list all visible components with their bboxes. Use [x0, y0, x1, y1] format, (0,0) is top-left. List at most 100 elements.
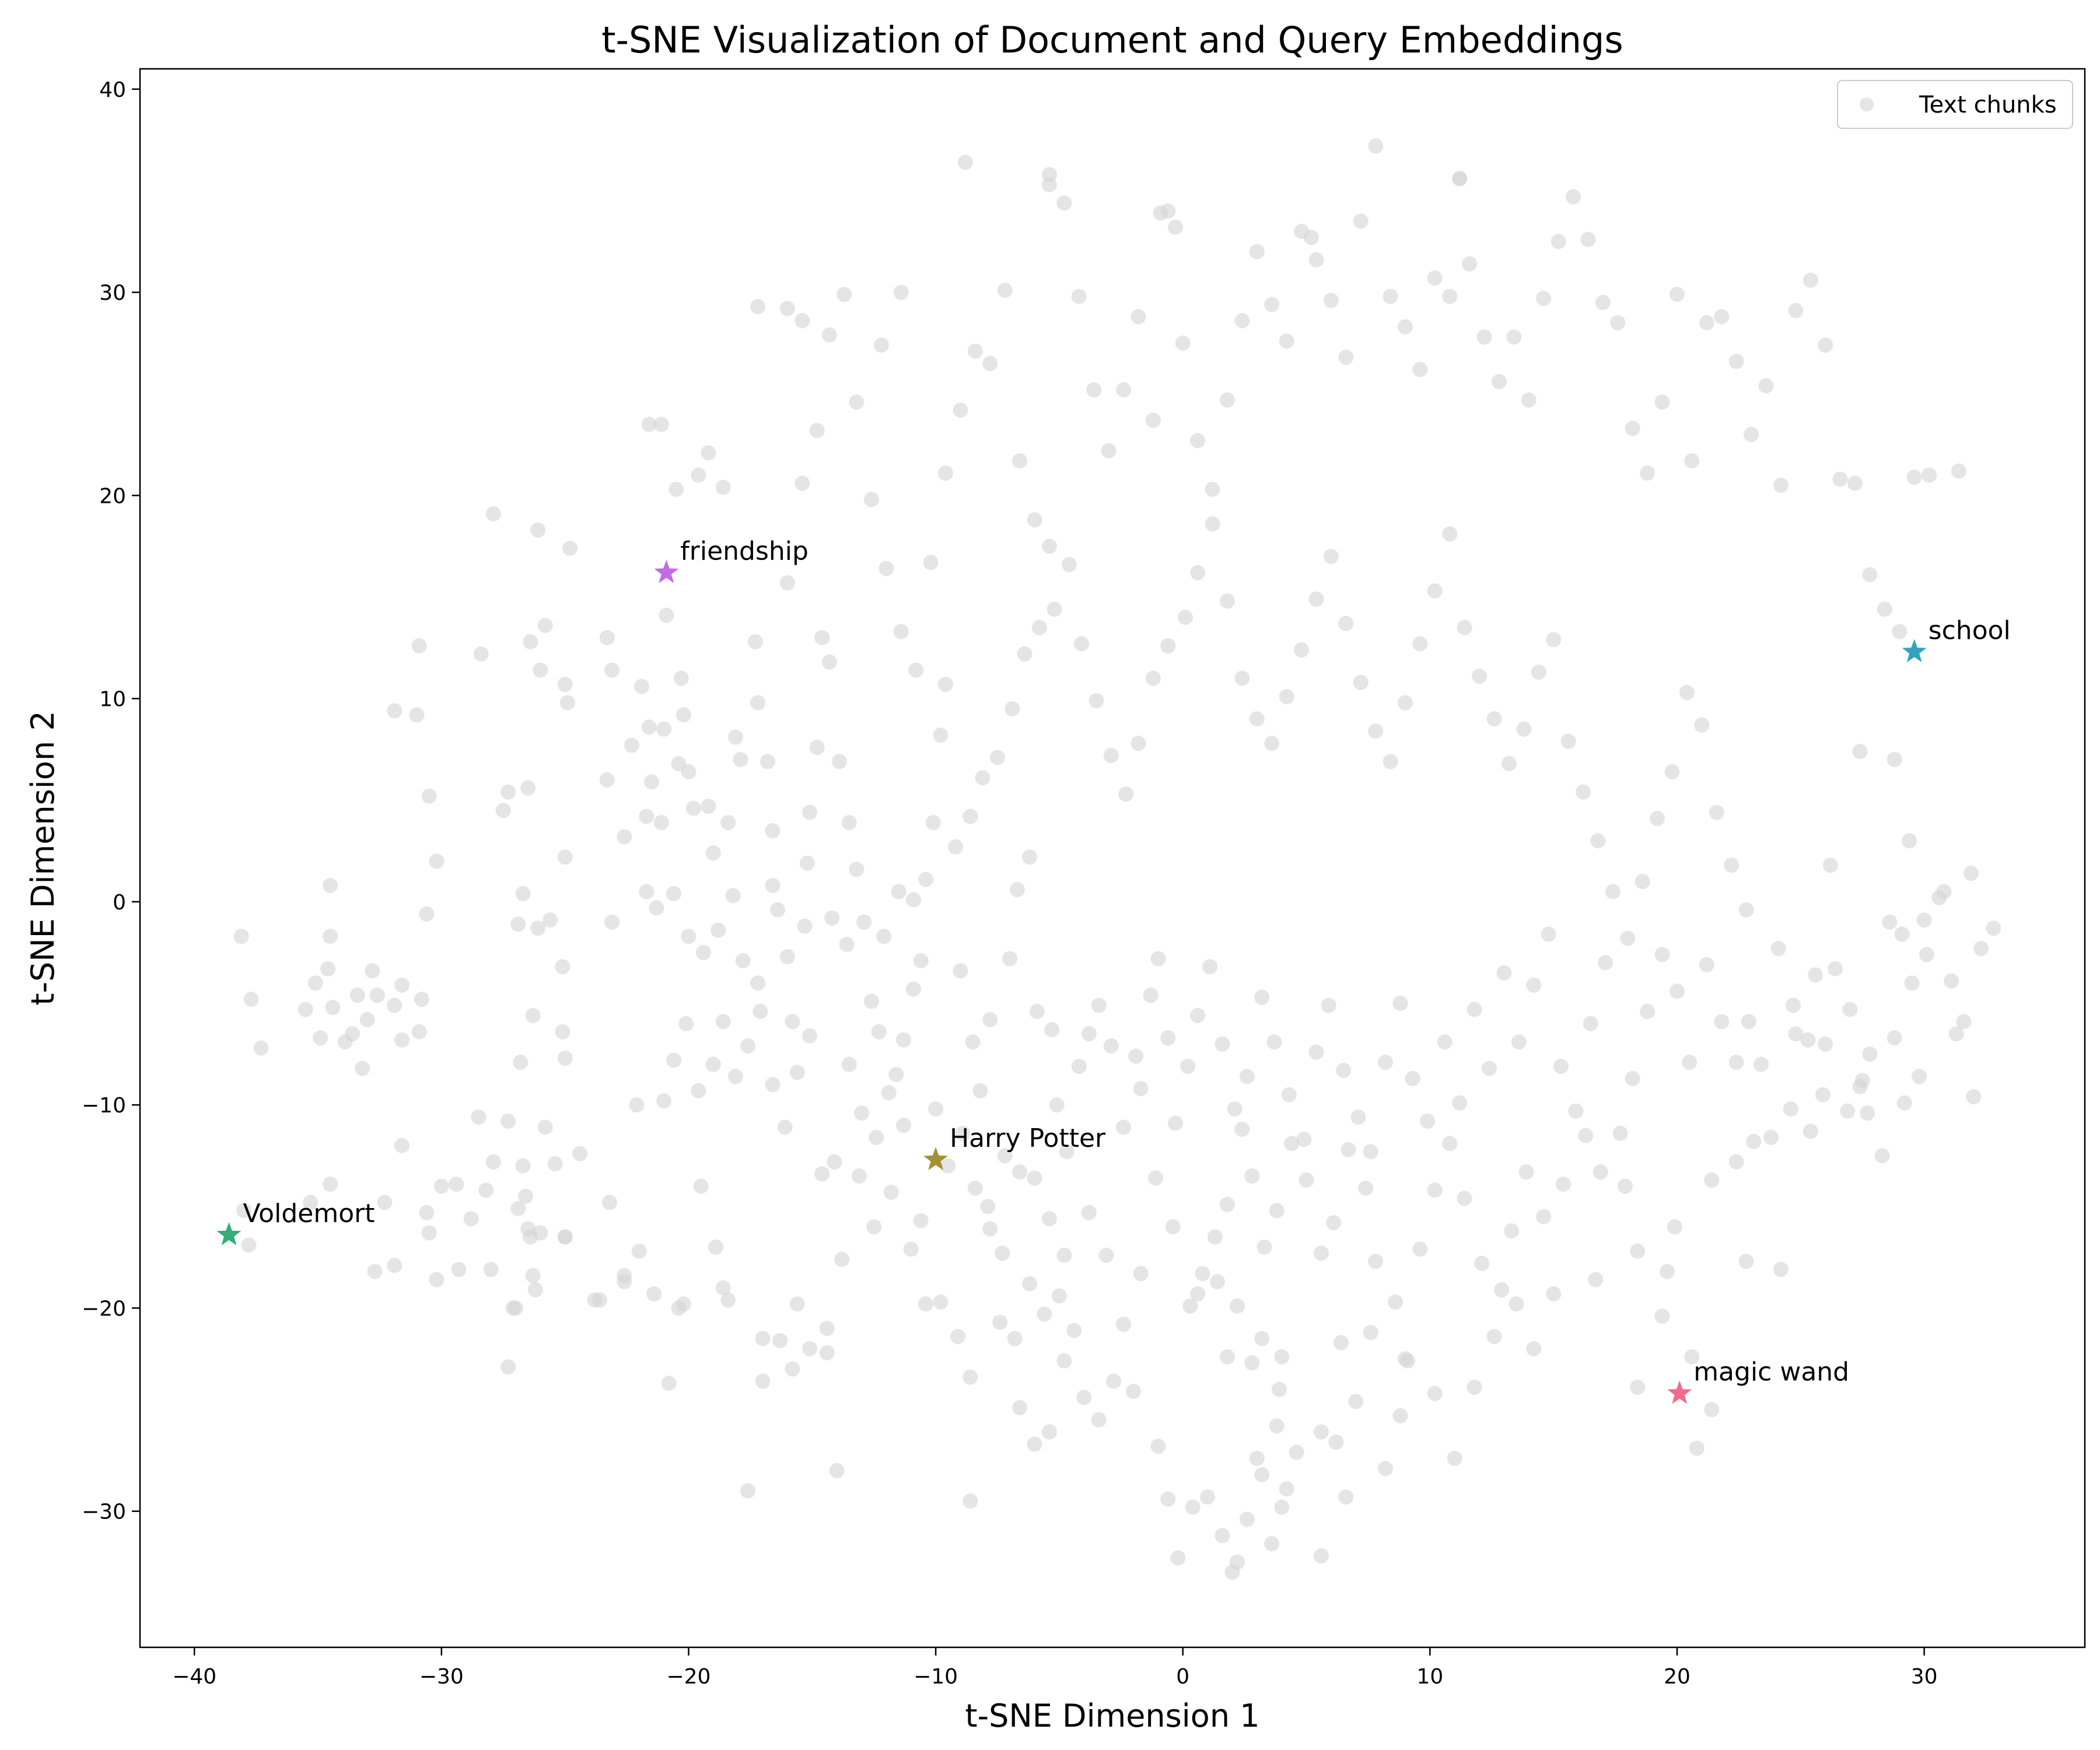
text-chunk-point: [1634, 874, 1650, 890]
text-chunk-point: [1207, 1229, 1223, 1245]
x-axis-ticks: −40 −30 −20 −10 0 10 20 30: [172, 1647, 1938, 1689]
text-chunk-point: [1037, 1306, 1052, 1322]
text-chunk-point: [555, 959, 570, 975]
text-chunk-point: [1944, 973, 1959, 989]
text-chunk-point: [1150, 951, 1166, 967]
text-chunk-point: [1704, 1402, 1720, 1418]
text-chunk-point: [1714, 1014, 1730, 1030]
text-chunk-point: [923, 555, 939, 570]
text-chunk-point: [656, 721, 672, 737]
text-chunk-point: [1012, 1164, 1028, 1180]
text-chunk-point: [510, 916, 526, 932]
text-chunk-point: [1550, 234, 1566, 249]
text-chunk-point: [1580, 232, 1596, 247]
text-chunk-point: [1874, 1148, 1890, 1164]
text-chunk-point: [1116, 1317, 1132, 1332]
text-chunk-point: [965, 1034, 981, 1050]
text-chunk-point: [1612, 1125, 1628, 1141]
text-chunk-point: [827, 1154, 842, 1170]
text-chunk-point: [1284, 1136, 1300, 1152]
text-chunk-point: [1462, 256, 1478, 272]
text-chunk-point: [1904, 975, 1920, 991]
text-chunk-point: [1029, 1003, 1045, 1019]
text-chunk-point: [681, 929, 696, 944]
text-chunk-point: [1009, 882, 1025, 897]
text-chunk-point: [1457, 1191, 1472, 1206]
text-chunk-point: [982, 1012, 998, 1027]
text-chunk-point: [851, 1168, 867, 1184]
text-chunk-point: [1442, 526, 1458, 542]
text-chunk-point: [1116, 382, 1132, 398]
text-chunk-point: [639, 884, 654, 900]
text-chunk-point: [1788, 1026, 1804, 1042]
text-chunk-point: [485, 1154, 501, 1170]
text-chunk-point: [1081, 1026, 1097, 1042]
text-chunk-point: [864, 492, 879, 508]
text-chunk-point: [1862, 1046, 1878, 1062]
text-chunk-point: [483, 1262, 499, 1278]
text-chunk-point: [821, 654, 837, 670]
text-chunk-point: [1973, 941, 1989, 956]
text-chunk-point: [883, 1184, 899, 1200]
text-chunk-point: [501, 784, 516, 800]
text-chunk-point: [525, 1268, 541, 1283]
text-chunk-point: [1466, 1002, 1482, 1017]
text-chunk-point: [1754, 1056, 1769, 1072]
text-chunk-point: [1027, 1170, 1042, 1186]
text-chunk-point: [809, 422, 825, 438]
text-chunk-point: [1002, 951, 1018, 967]
text-chunk-point: [1948, 1026, 1964, 1042]
text-chunk-point: [1088, 693, 1104, 709]
text-chunk-point: [1546, 1286, 1562, 1301]
text-chunk-point: [1190, 565, 1206, 580]
text-chunk-point: [789, 1296, 805, 1312]
text-chunk-point: [1103, 1038, 1119, 1054]
text-chunk-point: [1699, 957, 1714, 972]
text-chunk-point: [834, 1251, 850, 1267]
text-chunk-point: [527, 1282, 543, 1298]
text-chunk-point: [1308, 592, 1324, 607]
text-chunk-point: [681, 764, 696, 779]
text-chunk-point: [799, 855, 815, 871]
text-chunk-point: [485, 506, 501, 522]
text-chunk-point: [740, 1483, 756, 1499]
text-chunk-point: [1476, 329, 1492, 345]
text-chunk-point: [478, 1182, 494, 1198]
text-chunk-point: [710, 922, 726, 938]
x-axis-label: t-SNE Dimension 1: [965, 1698, 1259, 1734]
text-chunk-point: [1308, 1044, 1324, 1060]
text-chunk-point: [1964, 866, 1979, 881]
text-chunk-point: [537, 618, 553, 634]
text-chunk-point: [1254, 1467, 1270, 1482]
text-chunk-point: [1660, 1264, 1675, 1279]
text-chunk-point: [893, 285, 909, 300]
text-chunk-point: [1912, 1069, 1927, 1084]
text-chunk-point: [701, 445, 716, 461]
text-chunk-point: [1071, 289, 1087, 304]
text-chunk-point: [1269, 1418, 1284, 1434]
text-chunk-point: [691, 467, 706, 483]
text-chunk-point: [508, 1300, 523, 1316]
text-chunk-point: [495, 803, 511, 818]
y-tick-label: −30: [82, 1500, 126, 1524]
text-chunk-point: [377, 1195, 393, 1210]
text-chunk-point: [1588, 1272, 1604, 1287]
query-star-friendship: [654, 559, 679, 583]
text-chunk-point: [1822, 858, 1838, 873]
text-chunk-point: [1625, 1070, 1640, 1086]
text-chunk-point: [1541, 926, 1556, 942]
text-chunk-point: [1314, 1424, 1329, 1440]
text-chunk-point: [1338, 349, 1354, 365]
text-chunk-point: [1546, 632, 1562, 648]
text-chunk-point: [1398, 319, 1413, 335]
text-chunk-point: [772, 1333, 788, 1349]
x-tick-label: −20: [666, 1665, 710, 1689]
text-chunk-point: [1786, 998, 1801, 1013]
text-chunk-point: [789, 1065, 805, 1080]
text-chunk-point: [1654, 947, 1670, 963]
text-chunk-point: [933, 1294, 949, 1310]
text-chunk-point: [643, 774, 659, 790]
text-chunk-point: [1392, 1408, 1408, 1423]
text-chunk-point: [752, 1003, 768, 1019]
text-chunk-point: [765, 823, 780, 838]
